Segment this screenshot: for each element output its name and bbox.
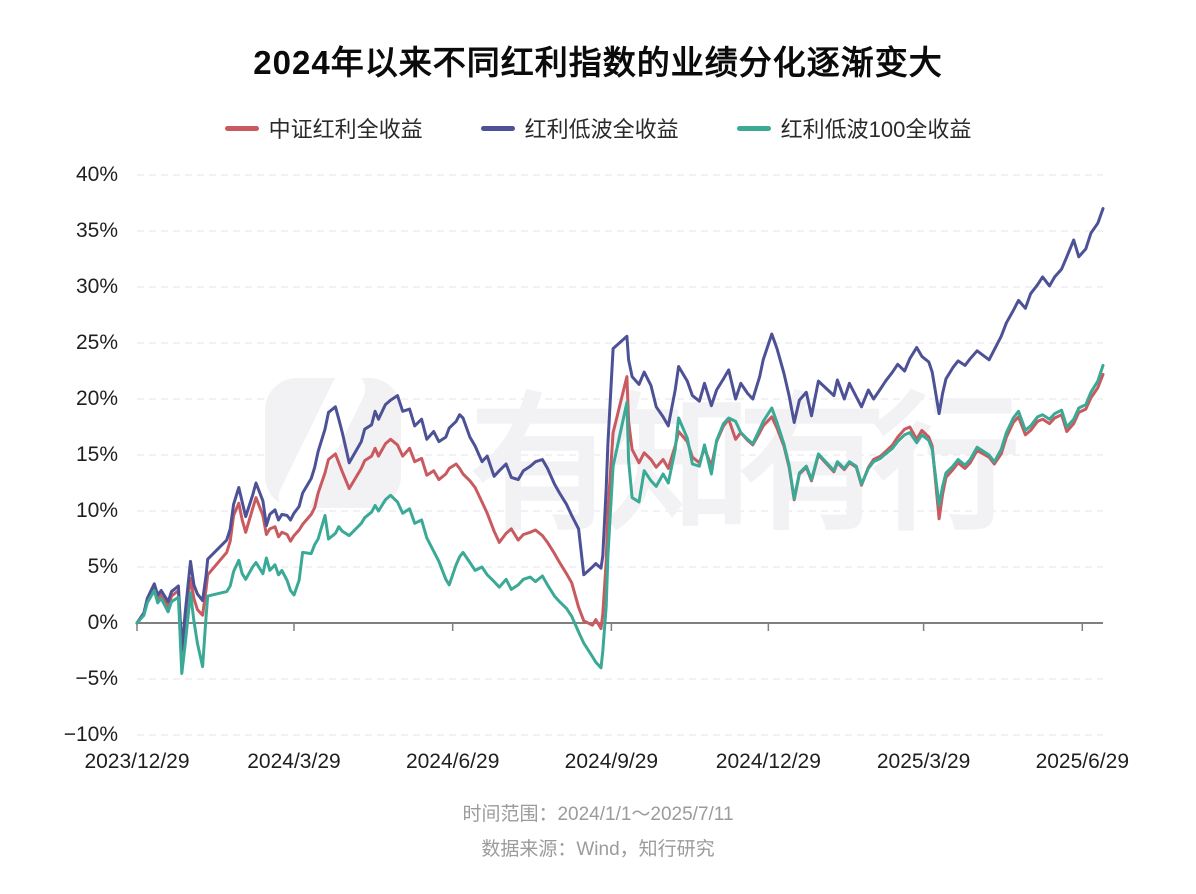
legend-label: 红利低波100全收益 (780, 117, 972, 142)
x-axis-label: 2023/12/29 (84, 750, 190, 773)
y-axis-label: 0% (87, 611, 118, 634)
watermark-text: 有知有行 (470, 383, 1016, 548)
legend-item-dividend-lowvol[interactable]: 红利低波全收益 (480, 112, 679, 144)
footnote-time-range: 时间范围：2024/1/1～2025/7/11 (462, 804, 734, 825)
x-axis-label: 2024/3/29 (247, 750, 341, 773)
legend-label: 中证红利全收益 (268, 117, 423, 142)
legend-line-marker-icon (480, 125, 515, 131)
x-axis-label: 2025/3/29 (876, 750, 971, 773)
legend-item-dividend-lowvol-100[interactable]: 红利低波100全收益 (736, 112, 972, 144)
series-line-dividend-low-volatility-total-return (135, 207, 1105, 652)
y-axis-label: −5% (75, 667, 118, 690)
x-axis-label: 2024/12/29 (715, 750, 821, 773)
x-axis-label: 2024/6/29 (405, 750, 500, 773)
x-axis-label: 2024/9/29 (564, 750, 659, 773)
y-axis-label: 5% (87, 555, 118, 578)
y-axis-label: 35% (75, 219, 118, 242)
y-axis-label: 20% (75, 387, 118, 410)
y-axis-label: −10% (63, 723, 118, 746)
y-axis-label: 30% (75, 275, 118, 298)
legend-line-marker-icon (736, 125, 771, 131)
legend-line-marker-icon (224, 125, 259, 131)
y-axis-label: 25% (75, 331, 118, 354)
legend-item-csi-dividend[interactable]: 中证红利全收益 (224, 112, 423, 144)
series-line-dividend-low-volatility-100-total-return (135, 363, 1105, 675)
footnote-data-source: 数据来源：Wind，知行研究 (481, 839, 715, 860)
y-axis-label: 10% (75, 499, 118, 522)
y-axis-label: 15% (75, 443, 118, 466)
chart-legend: 中证红利全收益 红利低波全收益 红利低波100全收益 (0, 112, 1196, 144)
legend-label: 红利低波全收益 (524, 117, 679, 142)
x-axis-label: 2025/6/29 (1035, 750, 1130, 773)
y-axis-label: 40% (75, 163, 118, 186)
chart-title: 2024年以来不同红利指数的业绩分化逐渐变大 (253, 44, 943, 81)
